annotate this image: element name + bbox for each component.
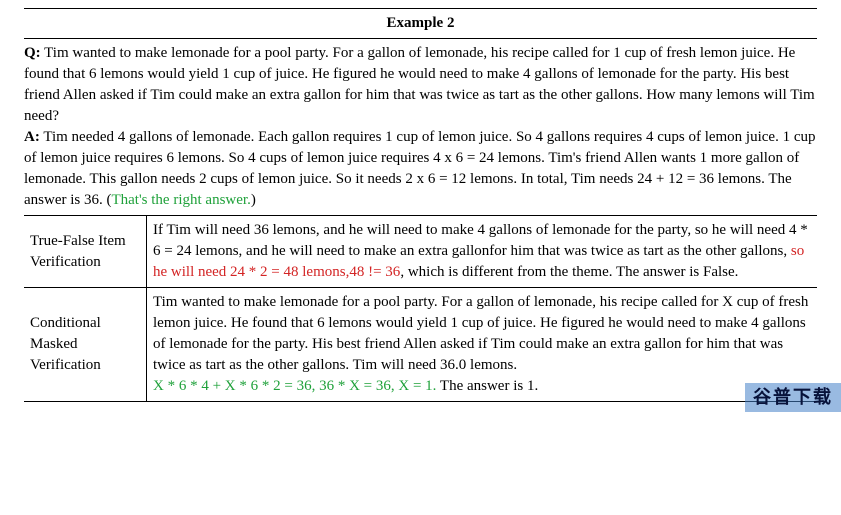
rule-under-title (24, 38, 817, 39)
table-row: True-False Item Verification If Tim will… (24, 216, 817, 288)
q-label: Q: (24, 45, 41, 61)
row-name-cm: Conditional Masked Verification (24, 288, 147, 402)
answer-correct-note: That's the right answer. (111, 192, 250, 208)
rule-top (24, 8, 817, 9)
tf-pre: If Tim will need 36 lemons, and he will … (153, 222, 808, 259)
answer-tail: ) (251, 192, 256, 208)
table-row: Conditional Masked Verification Tim want… (24, 288, 817, 402)
row-body-tf: If Tim will need 36 lemons, and he will … (147, 216, 818, 288)
example-container: Example 2 Q: Tim wanted to make lemonade… (0, 0, 841, 410)
cm-post: The answer is 1. (436, 378, 538, 394)
cm-green: X * 6 * 4 + X * 6 * 2 = 36, 36 * X = 36,… (153, 378, 436, 394)
a-label: A: (24, 129, 40, 145)
verification-table: True-False Item Verification If Tim will… (24, 215, 817, 402)
question-text: Tim wanted to make lemonade for a pool p… (24, 45, 815, 124)
watermark: 谷普下载 (745, 383, 841, 412)
row-body-cm: Tim wanted to make lemonade for a pool p… (147, 288, 818, 402)
row-name-tf: True-False Item Verification (24, 216, 147, 288)
cm-pre: Tim wanted to make lemonade for a pool p… (153, 294, 808, 373)
tf-post: , which is different from the theme. The… (400, 264, 738, 280)
qa-block: Q: Tim wanted to make lemonade for a poo… (24, 41, 817, 213)
example-title: Example 2 (24, 11, 817, 36)
